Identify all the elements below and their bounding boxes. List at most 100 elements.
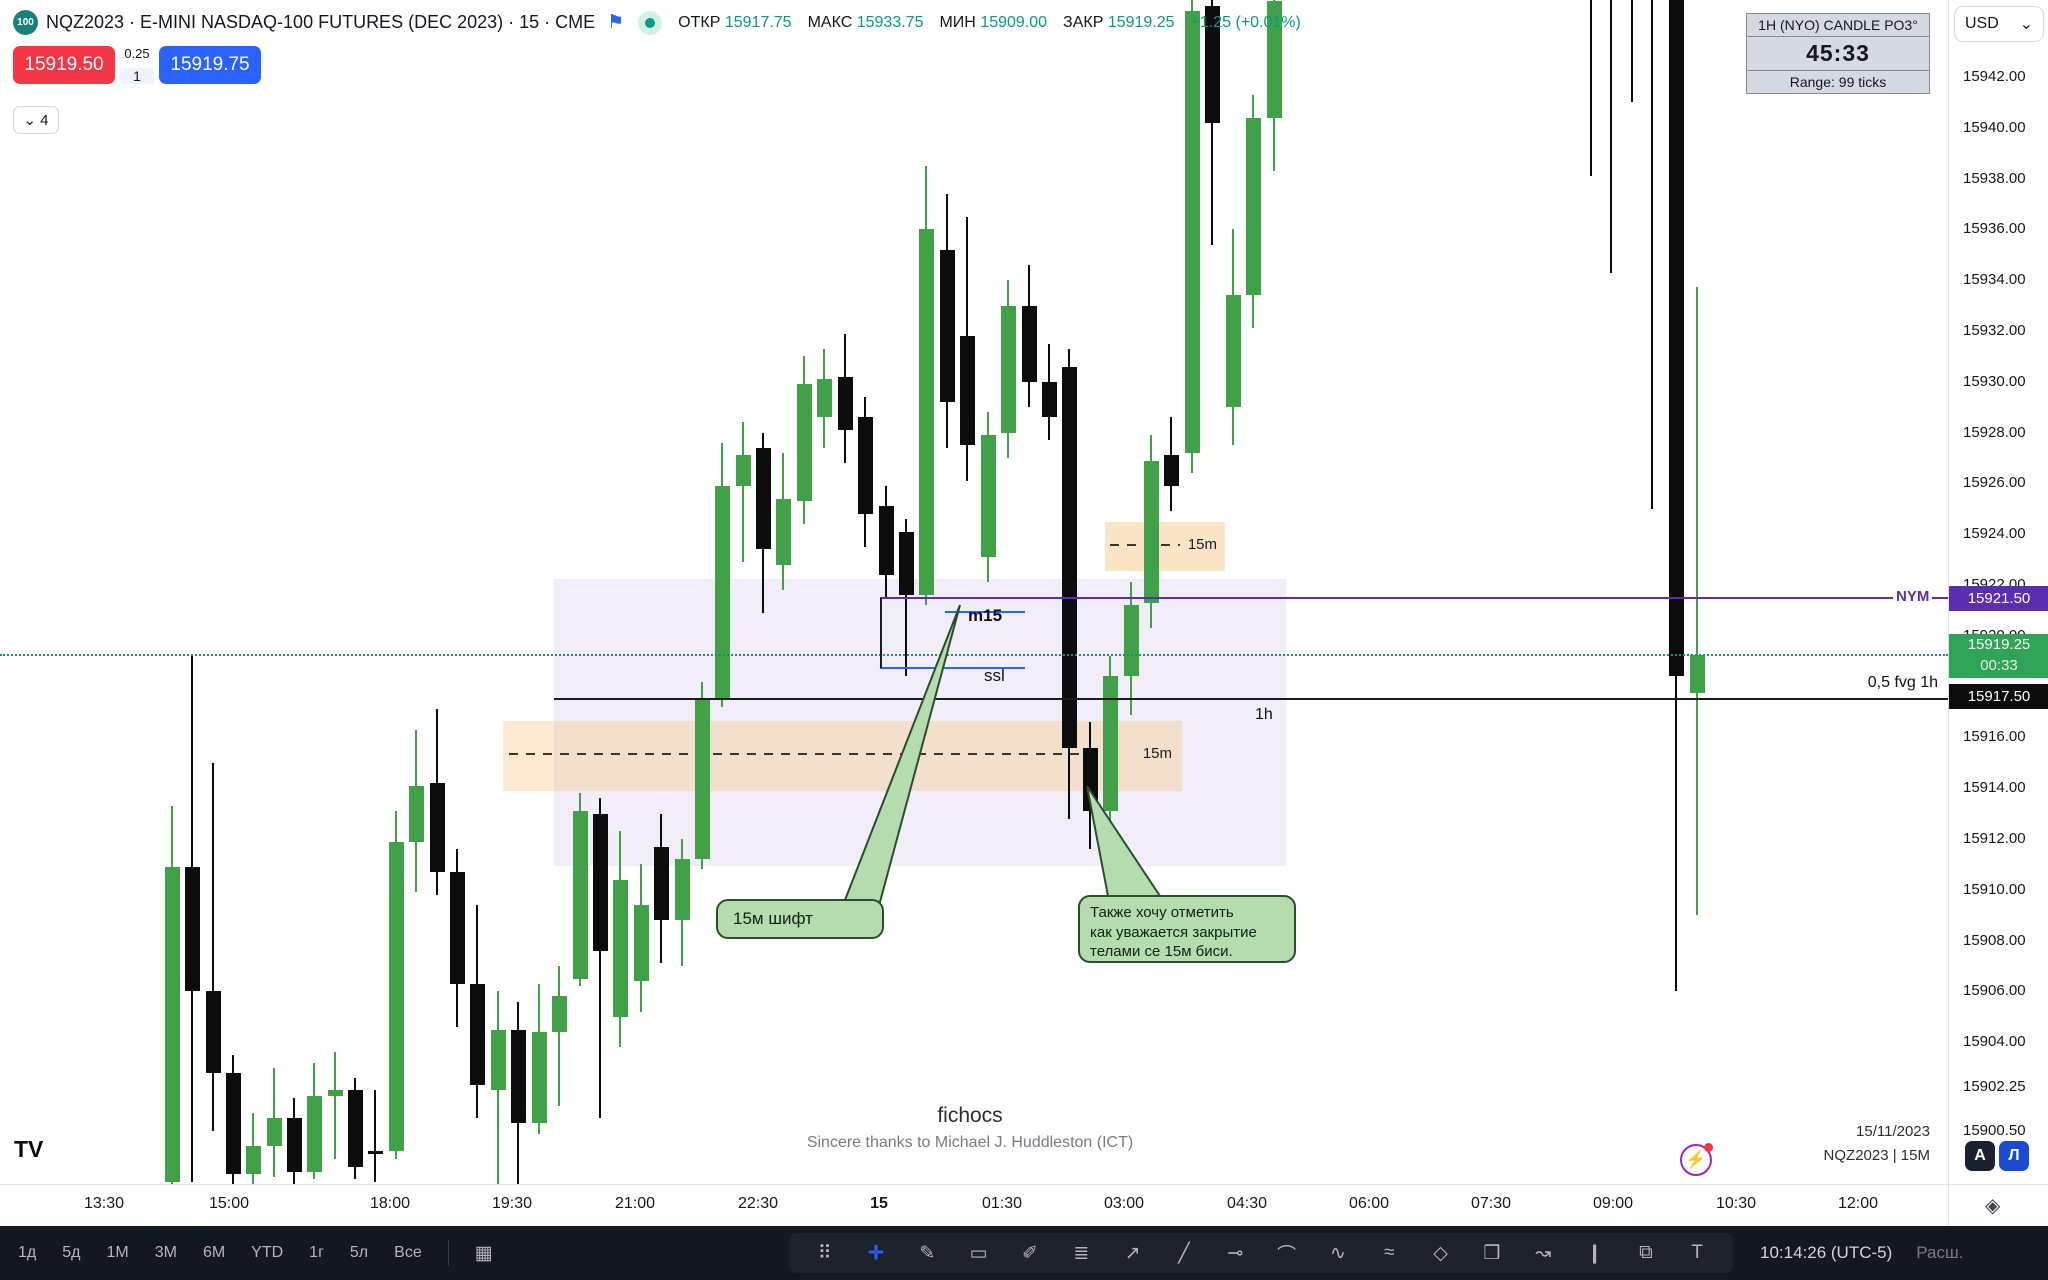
brush-icon[interactable]: ✎ (919, 1242, 936, 1264)
go-to-date-icon[interactable]: ▦ (474, 1242, 493, 1264)
candle-body (552, 996, 567, 1033)
candle-wick (1696, 286, 1698, 916)
candle-body (1001, 305, 1016, 433)
panes-settings-icon[interactable]: ◈ (1985, 1195, 2001, 1217)
m15-bracket-upper-line[interactable] (945, 611, 1025, 613)
time-axis-label: 22:30 (737, 1195, 779, 1212)
auto-scale-button[interactable]: А (1965, 1141, 1995, 1171)
range-button-1М[interactable]: 1М (106, 1244, 129, 1261)
candle-body (1144, 460, 1159, 603)
candle-body (206, 991, 221, 1073)
eraser-icon[interactable]: ◇ (1433, 1242, 1448, 1264)
range-button-6М[interactable]: 6М (202, 1244, 226, 1261)
anchored-note-icon[interactable]: ⧉ (1639, 1242, 1653, 1263)
1h-label[interactable]: 1h (1255, 706, 1273, 723)
time-axis-label: 01:30 (981, 1195, 1023, 1212)
currency-selector[interactable]: USD ⌄ (1954, 6, 2044, 42)
drawing-tools-panel: ⠿ ✛ ✎ ▭ ✐ ≣ ↗ ╱ ⊸ ⌒ ∿ ≈ ◇ ❒ ↝ ❙ ⧉ T (789, 1233, 1733, 1273)
candle-body (1022, 305, 1037, 382)
range-button-Все[interactable]: Все (394, 1244, 422, 1261)
candle-body (573, 811, 588, 979)
range-button-1г[interactable]: 1г (309, 1244, 324, 1261)
pattern-icon[interactable]: ∿ (1329, 1242, 1346, 1264)
flag-icon[interactable]: ⚑ (607, 12, 625, 33)
magic-draw-icon[interactable]: ✐ (1022, 1242, 1038, 1264)
price-axis-label: 15904.00 (1963, 1033, 2026, 1051)
range-button-YTD[interactable]: YTD (251, 1244, 284, 1261)
fvg-midline-dashed (509, 753, 1109, 755)
rectangle-icon[interactable]: ▭ (969, 1242, 988, 1264)
session-clock[interactable]: 10:14:26 (UTC-5) (1760, 1243, 1893, 1262)
publish-lightning-icon[interactable]: ⚡ (1680, 1143, 1713, 1176)
candle-body (919, 229, 934, 596)
shift-callout[interactable]: 15м шифт (716, 899, 884, 939)
curve-icon[interactable]: ⌒ (1277, 1244, 1297, 1266)
ssl-label[interactable]: ssl (984, 666, 1005, 685)
candle-wick (1631, 0, 1633, 103)
comment-icon[interactable]: ❒ (1483, 1242, 1501, 1264)
fvg-price-badge: 15917.50 (1949, 684, 2048, 709)
object-tree-count-button[interactable]: ⌄ 4 (13, 106, 59, 134)
market-status-icon[interactable] (638, 10, 663, 35)
fvg-lower-label: 15m (1142, 745, 1172, 762)
price-axis[interactable]: USD ⌄ 15942.00 15940.00 15938.00 15936.00 15… (1948, 0, 2048, 1184)
candle-body (287, 1118, 302, 1172)
candle-body (675, 859, 690, 921)
time-axis-label: 06:00 (1348, 1195, 1390, 1212)
candle-body (1669, 0, 1684, 677)
price-axis-label: 15928.00 (1963, 423, 2026, 441)
trend-line-icon[interactable]: ╱ (1178, 1242, 1190, 1264)
crosshair-icon[interactable]: ✛ (868, 1242, 884, 1264)
time-axis-label: 12:00 (1837, 1195, 1879, 1212)
symbol-avatar[interactable]: 100 (13, 10, 38, 35)
range-button-5д[interactable]: 5д (62, 1244, 81, 1261)
fvg-05-line[interactable] (554, 698, 1948, 700)
nym-midnight-open-line[interactable] (880, 597, 1948, 599)
candle-body (328, 1090, 343, 1096)
drag-handle-icon[interactable]: ⠿ (817, 1242, 832, 1264)
range-button-5л[interactable]: 5л (349, 1244, 369, 1261)
callout2-pointer (1086, 785, 1162, 897)
candle-body (858, 417, 873, 514)
candle-wick (558, 966, 560, 1106)
arrow-icon[interactable]: ↗ (1124, 1242, 1141, 1264)
prediction-icon[interactable]: ↝ (1535, 1242, 1552, 1264)
candle-body (715, 485, 730, 700)
range-button-1д[interactable]: 1д (18, 1244, 37, 1261)
fvg-line-label[interactable]: 0,5 fvg 1h (1867, 674, 1938, 691)
tradingview-logo[interactable]: TV (14, 1136, 44, 1162)
lot-size: 1 (120, 68, 154, 84)
candle-body (532, 1032, 547, 1124)
nym-line-label[interactable]: NYM (1893, 588, 1933, 605)
candle-body (695, 699, 710, 860)
note-callout[interactable]: Также хочу отметить как уважается закрыти… (1078, 895, 1296, 963)
po3-title: 1H (NYO) CANDLE PO3° (1747, 14, 1929, 37)
symbol-title[interactable]: NQZ2023 · E-MINI NASDAQ-100 FUTURES (DEC… (46, 12, 596, 32)
parallel-lines-icon[interactable]: ≣ (1073, 1242, 1090, 1264)
horizontal-ray-icon[interactable]: ⊸ (1227, 1242, 1244, 1264)
m15-bracket-lower-line[interactable] (880, 667, 1025, 669)
candle-body (226, 1072, 241, 1175)
chart-plot-area[interactable]: 15m 15m m15 ssl 1h NYM 0,5 fvg 1h 15м ши… (0, 0, 1948, 1184)
m15-label[interactable]: m15 (968, 606, 1003, 625)
watermark-title: fichocs (937, 1104, 1003, 1127)
candle-body (654, 846, 669, 921)
elliott-icon[interactable]: ≈ (1384, 1242, 1395, 1263)
candle-body (307, 1095, 322, 1172)
fvg-upper-label: 15m (1187, 536, 1217, 553)
buy-price-button[interactable]: 15919.75 (159, 46, 261, 84)
candle-body (817, 379, 832, 418)
vertical-line-icon[interactable]: ❙ (1586, 1242, 1603, 1264)
range-button-3М[interactable]: 3М (154, 1244, 177, 1261)
candle-body (736, 455, 751, 486)
candle-body (1164, 455, 1179, 486)
candle-body (756, 447, 771, 550)
time-axis[interactable]: 13:30 15:00 18:00 19:30 21:00 22:30 15 01:30 03:… (0, 1184, 2048, 1227)
candle-body (267, 1118, 282, 1147)
log-scale-button[interactable]: Л (1999, 1141, 2029, 1171)
text-tool-icon[interactable]: T (1691, 1242, 1704, 1263)
candle-body (1690, 654, 1705, 693)
extended-hours-toggle[interactable]: Расш. (1916, 1243, 1964, 1262)
sell-price-button[interactable]: 15919.50 (13, 46, 115, 84)
candle-wick (1590, 0, 1592, 177)
